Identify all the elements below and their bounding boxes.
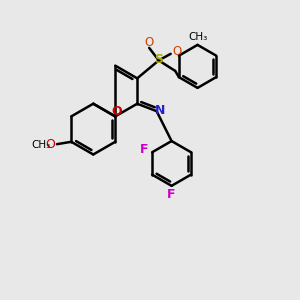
Text: O: O	[111, 104, 122, 118]
Text: O: O	[172, 45, 182, 58]
Text: O: O	[144, 36, 153, 49]
Text: F: F	[140, 143, 148, 156]
Text: CH₃: CH₃	[32, 140, 51, 150]
Text: F: F	[167, 188, 176, 201]
Text: S: S	[154, 53, 163, 66]
Text: O: O	[46, 138, 56, 151]
Text: CH₃: CH₃	[188, 32, 208, 42]
Text: N: N	[155, 104, 166, 117]
